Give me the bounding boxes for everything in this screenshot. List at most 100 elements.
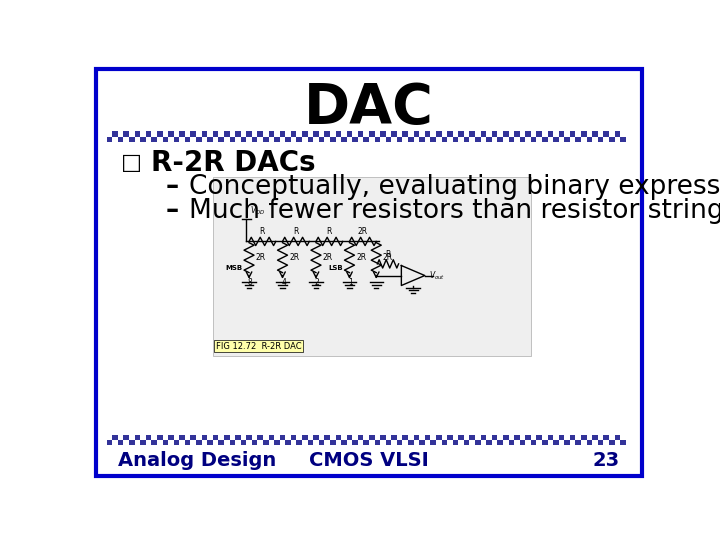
Bar [235, 435, 240, 440]
Bar [414, 435, 419, 440]
Bar [414, 440, 419, 445]
Bar [374, 131, 380, 137]
Bar [514, 435, 520, 440]
Text: Conceptually, evaluating binary expression: Conceptually, evaluating binary expressi… [189, 174, 720, 200]
Bar [235, 137, 240, 141]
Bar [459, 435, 464, 440]
Bar [151, 435, 157, 440]
Bar [548, 435, 553, 440]
Bar [157, 131, 163, 137]
Bar [542, 131, 548, 137]
Bar [330, 131, 336, 137]
Bar [380, 131, 386, 137]
Bar [269, 131, 274, 137]
Bar [107, 435, 112, 440]
Bar [319, 131, 324, 137]
Bar [246, 137, 252, 141]
Bar [347, 435, 352, 440]
Bar [453, 137, 458, 141]
Bar [129, 137, 135, 141]
Bar [207, 137, 213, 141]
Bar [330, 137, 336, 141]
Bar [202, 137, 207, 141]
Bar [145, 137, 151, 141]
Bar [498, 131, 503, 137]
Bar [609, 435, 615, 440]
Bar [269, 440, 274, 445]
Bar [302, 435, 307, 440]
Bar [297, 435, 302, 440]
Bar [570, 137, 575, 141]
Bar [269, 435, 274, 440]
Bar [313, 435, 319, 440]
Bar [503, 137, 508, 141]
Bar [324, 137, 330, 141]
Bar [526, 440, 531, 445]
Bar [431, 137, 436, 141]
Bar [347, 131, 352, 137]
Bar [246, 435, 252, 440]
Bar [380, 440, 386, 445]
Bar [313, 137, 319, 141]
Bar [230, 435, 235, 440]
Bar [397, 435, 402, 440]
Bar [603, 131, 609, 137]
Bar [581, 435, 587, 440]
Bar [151, 137, 157, 141]
Bar [593, 440, 598, 445]
Bar [620, 435, 626, 440]
Bar [174, 435, 179, 440]
Bar [369, 131, 374, 137]
Bar [336, 131, 341, 137]
Bar [536, 137, 542, 141]
Bar [587, 131, 593, 137]
Bar [520, 440, 526, 445]
Bar [481, 440, 486, 445]
Bar [174, 131, 179, 137]
Bar [163, 131, 168, 137]
Bar [386, 440, 392, 445]
Bar [302, 137, 307, 141]
Bar [224, 137, 230, 141]
Bar [196, 440, 202, 445]
Bar [297, 137, 302, 141]
Bar [514, 131, 520, 137]
Bar [258, 137, 263, 141]
Bar [140, 435, 145, 440]
Bar [202, 440, 207, 445]
Bar [526, 435, 531, 440]
Bar [213, 177, 531, 356]
Bar [503, 440, 508, 445]
Bar [441, 137, 447, 141]
Bar [514, 440, 520, 445]
Bar [112, 137, 118, 141]
Bar [352, 137, 358, 141]
Bar [258, 440, 263, 445]
Bar [542, 435, 548, 440]
Bar [503, 435, 508, 440]
Bar [408, 137, 414, 141]
Bar [559, 440, 564, 445]
Bar [620, 440, 626, 445]
Text: 2R: 2R [383, 253, 393, 262]
Bar [469, 440, 475, 445]
Bar [526, 131, 531, 137]
Bar [196, 131, 202, 137]
Bar [129, 435, 135, 440]
Bar [464, 435, 469, 440]
Bar [498, 435, 503, 440]
Bar [252, 137, 258, 141]
Bar [168, 435, 174, 440]
Bar [213, 435, 218, 440]
Bar [609, 137, 615, 141]
Bar [553, 435, 559, 440]
Bar [196, 435, 202, 440]
Bar [235, 440, 240, 445]
Bar [469, 435, 475, 440]
Bar [129, 440, 135, 445]
Bar [575, 440, 581, 445]
Text: LSB: LSB [328, 265, 343, 272]
Text: CMOS VLSI: CMOS VLSI [309, 451, 429, 470]
Bar [531, 435, 536, 440]
Bar [285, 435, 291, 440]
